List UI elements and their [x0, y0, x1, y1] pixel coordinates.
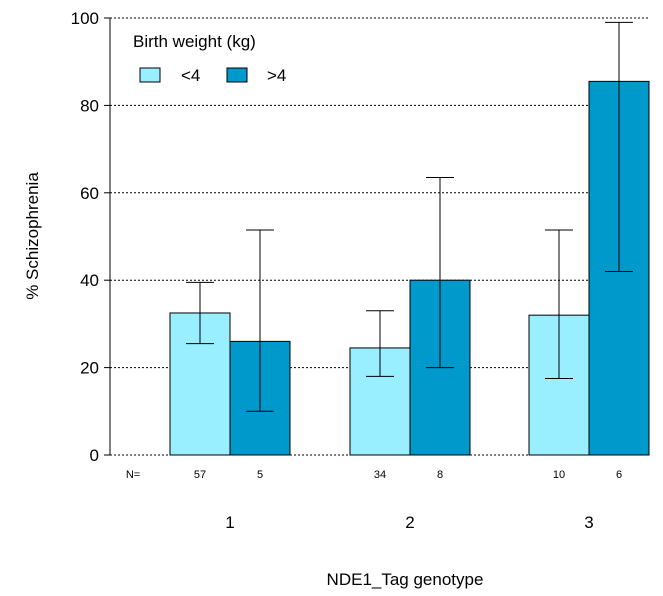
legend-title: Birth weight (kg)	[133, 32, 256, 51]
n-prefix-label: N=	[126, 469, 140, 481]
legend-label-series-1: <4	[181, 66, 200, 85]
y-tick-label-0: 0	[90, 446, 99, 465]
category-label-3: 3	[584, 513, 593, 532]
n-label-1-1: 57	[194, 469, 206, 481]
legend-swatch-series-1	[139, 67, 161, 83]
n-label-2-1: 5	[257, 469, 263, 481]
category-label-2: 2	[405, 513, 414, 532]
n-label-1-3: 10	[553, 469, 565, 481]
n-label-1-2: 34	[374, 469, 386, 481]
y-axis: 0 20 40 60 80 100	[71, 9, 111, 465]
y-tick-label-100: 100	[71, 9, 99, 28]
sample-size-labels: N= 57 34 10 5 8 6	[126, 469, 622, 481]
y-tick-label-20: 20	[80, 359, 99, 378]
y-tick-label-80: 80	[80, 96, 99, 115]
y-tick-label-40: 40	[80, 271, 99, 290]
n-label-2-3: 6	[616, 469, 622, 481]
y-axis-title: % Schizophrenia	[23, 172, 42, 300]
legend: Birth weight (kg) <4 >4	[133, 32, 286, 85]
n-label-2-2: 8	[437, 469, 443, 481]
error-bars	[186, 21, 633, 412]
x-axis-labels: 1 2 3	[225, 513, 593, 532]
bars	[169, 80, 650, 456]
category-label-1: 1	[225, 513, 234, 532]
y-tick-label-60: 60	[80, 184, 99, 203]
legend-label-series-2: >4	[267, 66, 286, 85]
legend-swatch-series-2	[226, 67, 248, 83]
x-axis-title: NDE1_Tag genotype	[327, 570, 484, 589]
